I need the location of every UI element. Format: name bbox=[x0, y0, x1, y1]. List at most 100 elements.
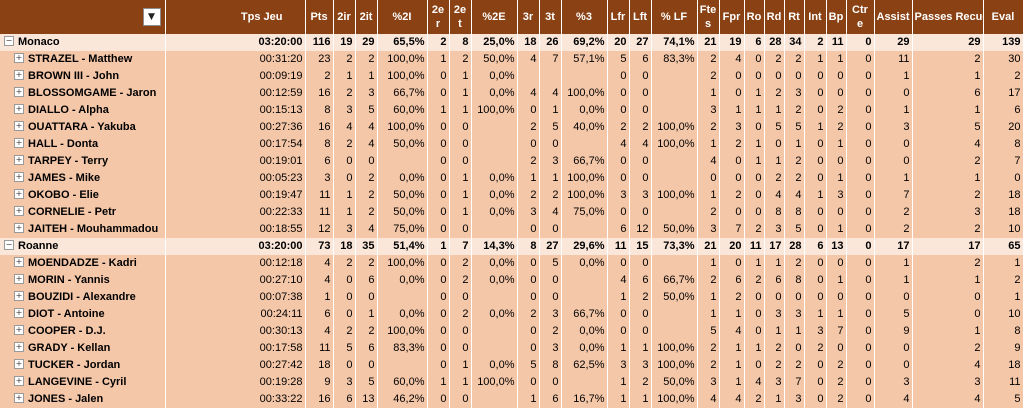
col-header-assist[interactable]: Assist bbox=[874, 0, 913, 34]
player-row[interactable]: + BLOSSOMGAME - Jaron 00:12:59 16 2 3 66,7% 0 1 0… bbox=[0, 85, 1023, 102]
collapse-icon[interactable]: − bbox=[4, 240, 14, 251]
expand-icon[interactable]: + bbox=[14, 70, 24, 81]
cell-et: 1 bbox=[449, 170, 472, 187]
col-header-ctre[interactable]: Ctr e bbox=[846, 0, 875, 34]
player-row[interactable]: + OKOBO - Elie 00:19:47 11 1 2 50,0% 0 1 0,0% 2 2 10… bbox=[0, 187, 1023, 204]
col-header-pct-lf[interactable]: % LF bbox=[651, 0, 698, 34]
col-header-pct-2e[interactable]: %2E bbox=[471, 0, 518, 34]
expand-icon[interactable]: + bbox=[14, 359, 24, 370]
col-header-tps[interactable]: Tps Jeu bbox=[165, 0, 306, 34]
col-header-rt[interactable]: Rt bbox=[784, 0, 805, 34]
expand-icon[interactable]: + bbox=[14, 87, 24, 98]
col-header-pct-2i[interactable]: %2I bbox=[377, 0, 428, 34]
expand-icon[interactable]: + bbox=[14, 393, 24, 404]
player-row[interactable]: + GRADY - Kellan 00:17:58 11 5 6 83,3% 0 0 0 3 0,0%… bbox=[0, 340, 1023, 357]
col-header-3r[interactable]: 3r bbox=[517, 0, 540, 34]
expand-icon[interactable]: + bbox=[14, 376, 24, 387]
cell-pe: 50,0% bbox=[471, 51, 518, 68]
cell-rd: 17 bbox=[764, 238, 785, 255]
player-row[interactable]: + BOUZIDI - Alexandre 00:07:38 1 0 0 0 0 0 0 1 2 50,… bbox=[0, 289, 1023, 306]
expand-icon[interactable]: + bbox=[14, 138, 24, 149]
col-header-lft[interactable]: Lft bbox=[629, 0, 652, 34]
col-header-eval[interactable]: Eval bbox=[983, 0, 1023, 34]
col-header-lfr[interactable]: Lfr bbox=[607, 0, 630, 34]
player-row[interactable]: + STRAZEL - Matthew 00:31:20 23 2 2 100,0% 1 2 50… bbox=[0, 51, 1023, 68]
player-row[interactable]: + JONES - Jalen 00:33:22 16 6 13 46,2% 0 0 1 6 16,7… bbox=[0, 391, 1023, 408]
col-header-2et[interactable]: 2e t bbox=[449, 0, 472, 34]
cell-ftes: 21 bbox=[697, 238, 720, 255]
cell-rt: 2 bbox=[784, 153, 805, 170]
player-row[interactable]: + JAMES - Mike 00:05:23 3 0 2 0,0% 0 1 0,0% 1 1 100,… bbox=[0, 170, 1023, 187]
player-row[interactable]: + TUCKER - Jordan 00:27:42 18 0 0 0 1 0,0% 5 8 62,5… bbox=[0, 357, 1023, 374]
expand-icon[interactable]: + bbox=[14, 189, 24, 200]
expand-icon[interactable]: + bbox=[14, 172, 24, 183]
player-row[interactable]: + DIOT - Antoine 00:24:11 6 0 1 0,0% 0 2 0,0% 2 3 66… bbox=[0, 306, 1023, 323]
team-row[interactable]: − Monaco 03:20:00 116 19 29 65,5% 2 8 25,0% 18 26 69… bbox=[0, 34, 1023, 51]
cell-ftes: 1 bbox=[697, 289, 720, 306]
player-row[interactable]: + OUATTARA - Yakuba 00:27:36 16 4 4 100,0% 0 0 2 5… bbox=[0, 119, 1023, 136]
cell-assist: 3 bbox=[874, 119, 913, 136]
player-row[interactable]: + CORNELIE - Petr 00:22:33 11 1 2 50,0% 0 1 0,0% 3… bbox=[0, 204, 1023, 221]
player-row[interactable]: + TARPEY - Terry 00:19:01 6 0 0 0 0 2 3 66,7% 0 0 4 0 1… bbox=[0, 153, 1023, 170]
cell-p2: 0,0% bbox=[377, 306, 428, 323]
player-row[interactable]: + COOPER - D.J. 00:30:13 4 2 2 100,0% 0 0 0 2 0,0% 0… bbox=[0, 323, 1023, 340]
team-row[interactable]: − Roanne 03:20:00 73 18 35 51,4% 1 7 14,3% 8 27 29,6… bbox=[0, 238, 1023, 255]
expand-icon[interactable]: + bbox=[14, 121, 24, 132]
cell-bp: 0 bbox=[826, 289, 847, 306]
expand-icon[interactable]: + bbox=[14, 223, 24, 234]
col-header-ro[interactable]: Ro bbox=[744, 0, 765, 34]
player-row[interactable]: + DIALLO - Alpha 00:15:13 8 3 5 60,0% 1 1 100,0% 0… bbox=[0, 102, 1023, 119]
cell-plf bbox=[651, 170, 698, 187]
col-header-bp[interactable]: Bp bbox=[826, 0, 847, 34]
cell-ftes: 2 bbox=[697, 340, 720, 357]
col-header-int[interactable]: Int bbox=[804, 0, 827, 34]
expand-icon[interactable]: + bbox=[14, 274, 24, 285]
cell-rt: 5 bbox=[784, 221, 805, 238]
expand-icon[interactable]: + bbox=[14, 308, 24, 319]
col-header-pts[interactable]: Pts bbox=[305, 0, 334, 34]
cell-r3: 2 bbox=[517, 153, 540, 170]
cell-rt: 3 bbox=[784, 85, 805, 102]
expand-icon[interactable]: + bbox=[14, 291, 24, 302]
expand-icon[interactable]: + bbox=[14, 155, 24, 166]
cell-tps: 00:17:58 bbox=[165, 340, 306, 357]
cell-r2: 0 bbox=[333, 306, 356, 323]
col-header-2ir[interactable]: 2ir bbox=[333, 0, 356, 34]
col-header-pct-3[interactable]: %3 bbox=[561, 0, 608, 34]
col-header-2it[interactable]: 2it bbox=[355, 0, 378, 34]
cell-passes: 4 bbox=[912, 357, 984, 374]
cell-pe: 0,0% bbox=[471, 68, 518, 85]
expand-icon[interactable]: + bbox=[14, 206, 24, 217]
collapse-icon[interactable]: − bbox=[4, 36, 14, 47]
cell-tps: 00:31:20 bbox=[165, 51, 306, 68]
player-row[interactable]: + LANGEVINE - Cyril 00:19:28 9 3 5 60,0% 1 1 100,… bbox=[0, 374, 1023, 391]
expand-icon[interactable]: + bbox=[14, 104, 24, 115]
expand-icon[interactable]: + bbox=[14, 325, 24, 336]
col-header-ftes[interactable]: Fte s bbox=[697, 0, 720, 34]
cell-eval: 18 bbox=[983, 204, 1023, 221]
row-label: MOENDADZE - Kadri bbox=[28, 257, 137, 269]
cell-ro: 0 bbox=[744, 119, 765, 136]
col-header-3t[interactable]: 3t bbox=[539, 0, 562, 34]
player-row[interactable]: + BROWN III - John 00:09:19 2 1 1 100,0% 0 1 0,0%… bbox=[0, 68, 1023, 85]
cell-r2: 4 bbox=[333, 119, 356, 136]
player-row[interactable]: + MOENDADZE - Kadri 00:12:18 4 2 2 100,0% 0 2 0,0… bbox=[0, 255, 1023, 272]
expand-icon[interactable]: + bbox=[14, 257, 24, 268]
col-header-passes-recues[interactable]: Passes Recues bbox=[912, 0, 984, 34]
player-row[interactable]: + HALL - Donta 00:17:54 8 2 4 50,0% 0 0 0 0 4 4 100,0… bbox=[0, 136, 1023, 153]
cell-ctre: 0 bbox=[846, 187, 875, 204]
expand-icon[interactable]: + bbox=[14, 342, 24, 353]
cell-rt: 7 bbox=[784, 374, 805, 391]
expand-icon[interactable]: + bbox=[14, 53, 24, 64]
cell-r3: 0 bbox=[517, 340, 540, 357]
col-header-2er[interactable]: 2e r bbox=[427, 0, 450, 34]
col-header-rd[interactable]: Rd bbox=[764, 0, 785, 34]
cell-tps: 00:33:22 bbox=[165, 391, 306, 408]
col-header-fpr[interactable]: Fpr bbox=[719, 0, 745, 34]
cell-r2: 3 bbox=[333, 374, 356, 391]
player-row[interactable]: + MORIN - Yannis 00:27:10 4 0 6 0,0% 0 2 0,0% 0 0 4 6… bbox=[0, 272, 1023, 289]
dropdown-arrow-icon[interactable]: ▼ bbox=[142, 8, 161, 26]
player-row[interactable]: + JAITEH - Mouhammadou 00:18:55 12 3 4 75,0% 0 0… bbox=[0, 221, 1023, 238]
cell-ro: 0 bbox=[744, 51, 765, 68]
cell-int: 3 bbox=[804, 323, 827, 340]
